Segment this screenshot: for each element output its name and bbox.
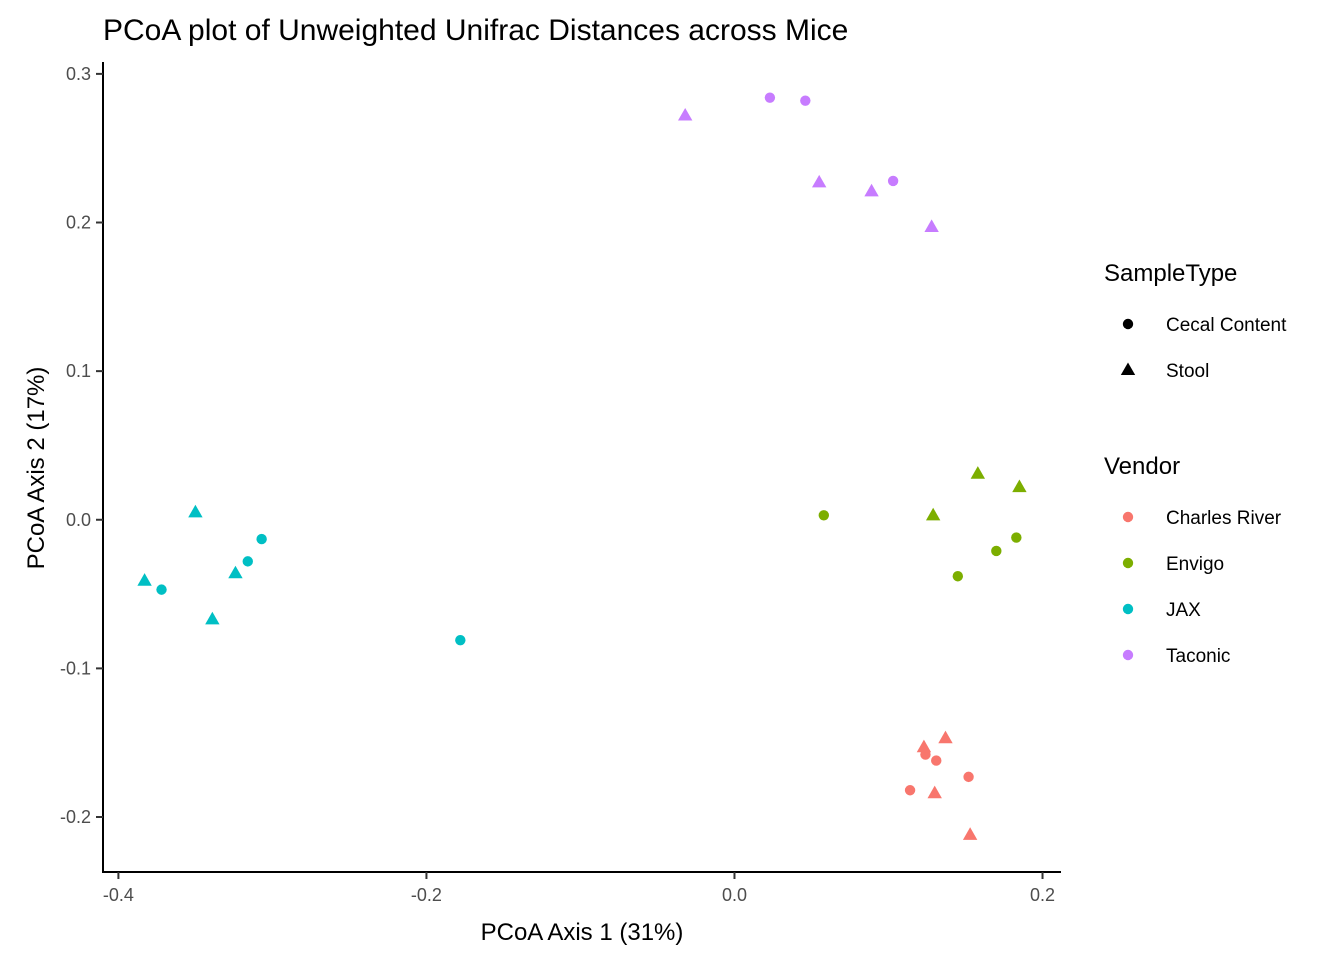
data-points [137, 92, 1027, 840]
point-charles-river-circle [931, 755, 942, 766]
point-taconic-triangle [811, 174, 827, 188]
x-axis-title: PCoA Axis 1 (31%) [481, 919, 684, 946]
y-tick-label: -0.1 [60, 658, 91, 678]
y-tick-label: 0.2 [66, 213, 91, 233]
y-axis-title: PCoA Axis 2 (17%) [23, 367, 50, 570]
x-tick-label: 0.2 [1030, 885, 1055, 905]
point-charles-river-circle [904, 785, 916, 796]
point-envigo-triangle [925, 507, 941, 521]
point-taconic-triangle [677, 107, 693, 121]
point-envigo-circle [1011, 532, 1022, 543]
point-envigo-triangle [970, 466, 986, 479]
y-tick-label: 0.1 [66, 361, 91, 381]
point-charles-river-triangle [927, 785, 942, 799]
legend-key-taconic [1122, 649, 1134, 661]
point-jax-triangle [228, 565, 243, 579]
legend-sampletype: SampleType Cecal Content Stool [1104, 260, 1287, 382]
point-taconic-circle [764, 92, 776, 103]
chart-title: PCoA plot of Unweighted Unifrac Distance… [103, 14, 848, 47]
point-envigo-circle [991, 545, 1002, 557]
point-charles-river-triangle [962, 827, 978, 840]
x-axis-ticks: -0.4 -0.2 0.0 0.2 [103, 872, 1055, 905]
legend-vendor: Vendor Charles River Envigo JAX Taconic [1104, 453, 1282, 667]
point-jax-triangle [137, 573, 152, 586]
legend-vendor-title: Vendor [1104, 453, 1180, 480]
legend-sampletype-label: Stool [1166, 361, 1209, 382]
point-jax-circle [156, 584, 167, 595]
point-charles-river-triangle [938, 730, 953, 744]
point-taconic-triangle [864, 183, 879, 197]
legend-key-circle [1122, 318, 1134, 330]
y-axis-ticks: -0.2 -0.1 0.0 0.1 0.2 0.3 [60, 64, 103, 827]
y-tick-label: 0.0 [66, 510, 91, 530]
legend-key-envigo [1122, 557, 1134, 569]
point-taconic-circle [887, 175, 899, 187]
x-tick-label: -0.4 [103, 885, 134, 905]
point-envigo-triangle [1012, 479, 1027, 493]
point-jax-triangle [188, 504, 203, 518]
point-envigo-circle [952, 571, 964, 582]
point-envigo-circle [818, 510, 830, 521]
point-taconic-triangle [924, 219, 939, 233]
legend-vendor-label: Taconic [1166, 646, 1230, 667]
point-charles-river-triangle [916, 739, 932, 753]
legend-key-jax [1122, 603, 1134, 615]
point-jax-circle [455, 634, 466, 646]
point-jax-triangle [205, 611, 220, 625]
y-tick-label: -0.2 [60, 807, 91, 827]
x-tick-label: 0.0 [722, 885, 747, 905]
legend-sampletype-title: SampleType [1104, 260, 1237, 287]
point-charles-river-circle [963, 771, 974, 783]
legend-vendor-label: JAX [1166, 600, 1201, 621]
legend-vendor-label: Envigo [1166, 554, 1224, 575]
point-jax-circle [256, 533, 267, 545]
legend-key-triangle [1120, 362, 1136, 376]
x-tick-label: -0.2 [411, 885, 442, 905]
y-tick-label: 0.3 [66, 64, 91, 84]
point-taconic-circle [800, 95, 811, 106]
point-jax-circle [242, 556, 253, 567]
legend-sampletype-label: Cecal Content [1166, 315, 1287, 336]
plot-panel: -0.4 -0.2 0.0 0.2 -0.2 -0.1 0.0 0.1 0.2 0.3 [60, 62, 1061, 905]
legend-key-charles-river [1122, 511, 1134, 523]
legend-vendor-label: Charles River [1166, 508, 1282, 529]
